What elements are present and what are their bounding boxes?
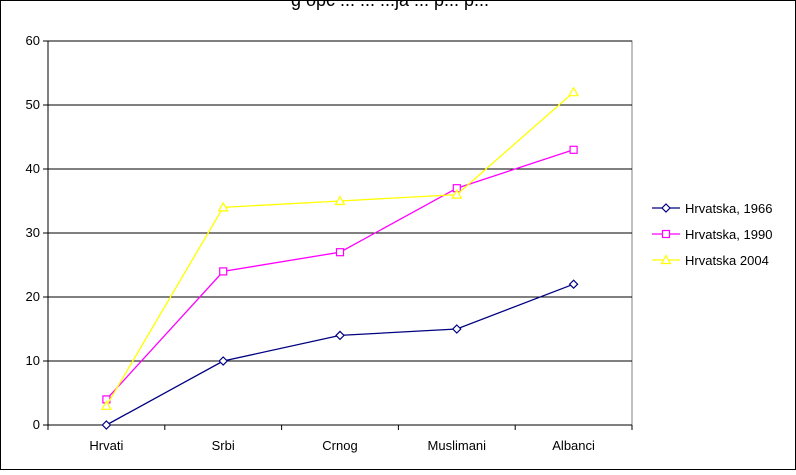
data-point (451, 324, 462, 334)
x-tick-label: Crnog (322, 438, 357, 453)
chart-title: g opc ... ... ...ja ... p... p... (291, 0, 489, 10)
series-2 (100, 86, 580, 410)
legend-marker (661, 229, 671, 239)
y-tick-label: 10 (26, 353, 40, 368)
legend-item: Hrvatska 2004 (652, 253, 769, 268)
x-tick-label: Hrvati (89, 438, 123, 453)
x-tick-label: Albanci (552, 438, 595, 453)
axes: 0 10 20 30 40 50 60 Hrvati Srbi Crnog Muslimani Alb… (26, 33, 633, 453)
data-point (568, 86, 580, 97)
legend-marker (660, 254, 672, 265)
legend: Hrvatska, 1966 Hrvatska, 1990 Hrvatska 200… (652, 201, 772, 268)
data-point (568, 279, 579, 290)
data-point (101, 420, 112, 430)
data-point (335, 330, 345, 341)
data-point (217, 201, 229, 212)
series-0 (101, 279, 579, 430)
data-point (569, 145, 578, 154)
y-tick-label: 60 (26, 33, 40, 48)
x-tick-label: Srbi (212, 438, 235, 453)
y-tick-label: 20 (26, 289, 40, 304)
x-tick-label: Muslimani (428, 438, 487, 453)
data-point (335, 248, 345, 257)
series-group (100, 86, 580, 430)
y-tick-label: 0 (33, 417, 40, 432)
legend-marker (661, 203, 671, 213)
data-point (451, 188, 463, 199)
data-point (219, 267, 228, 276)
legend-label: Hrvatska, 1966 (685, 201, 772, 216)
data-point (218, 356, 229, 366)
y-tick-label: 50 (26, 97, 40, 112)
series-1 (102, 145, 578, 404)
legend-label: Hrvatska, 1990 (685, 227, 772, 242)
y-tick-label: 40 (26, 161, 40, 176)
data-point (334, 195, 346, 206)
legend-item: Hrvatska, 1966 (652, 201, 772, 216)
data-point (100, 400, 112, 410)
legend-item: Hrvatska, 1990 (652, 227, 772, 242)
legend-label: Hrvatska 2004 (685, 253, 769, 268)
y-tick-label: 30 (26, 225, 40, 240)
